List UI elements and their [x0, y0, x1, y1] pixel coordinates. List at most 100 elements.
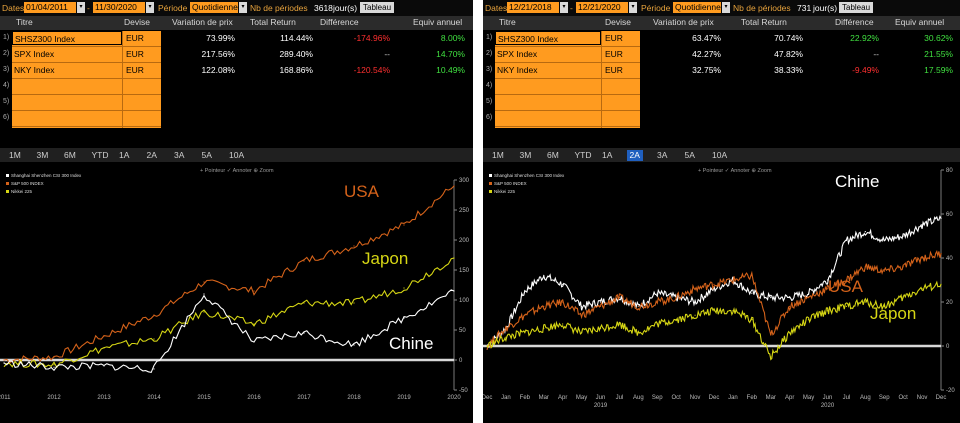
period-button-5a[interactable]: 5A — [684, 150, 695, 160]
period-button-1a[interactable]: 1A — [602, 150, 613, 160]
table-row[interactable]: 3) NKY Index EUR 122.08% 168.86% -120.54% 10.4… — [0, 63, 473, 77]
currency-cell[interactable] — [124, 79, 160, 93]
left-chart: -50 0 50 100 150 200 250 300 2011 2012 2013 2014 201… — [0, 168, 470, 401]
price-change-cell: 73.99% — [206, 33, 235, 43]
row-separator — [12, 126, 161, 127]
ticker-cell[interactable]: SPX Index — [14, 49, 55, 59]
periode-select[interactable]: Quotidienne — [190, 2, 238, 13]
tableau-button[interactable]: Tableau — [360, 2, 395, 13]
difference-cell: -- — [384, 49, 390, 59]
ticker-cell[interactable]: NKY Index — [14, 65, 55, 75]
table-row[interactable]: 4) — [483, 79, 960, 93]
calendar-icon[interactable]: ▾ — [77, 2, 85, 13]
table-row[interactable]: 1) SHSZ300 Index EUR 63.47% 70.74% 22.92% 30.6… — [483, 31, 960, 45]
col-header-equiv: Equiv annuel — [413, 17, 463, 27]
ticker-cell[interactable] — [495, 79, 601, 93]
data-point — [253, 341, 255, 343]
price-change-cell — [645, 95, 723, 109]
currency-cell[interactable]: EUR — [126, 33, 144, 43]
date-separator: - — [87, 3, 90, 13]
data-point — [580, 332, 583, 334]
currency-cell[interactable]: EUR — [605, 65, 623, 75]
period-button-5a[interactable]: 5A — [201, 150, 212, 160]
currency-cell[interactable] — [603, 79, 639, 93]
period-button-2a[interactable]: 2A — [626, 150, 643, 161]
period-button-1a[interactable]: 1A — [119, 150, 130, 160]
x-tick-label: Dec — [483, 395, 492, 401]
tableau-button[interactable]: Tableau — [839, 2, 874, 13]
date-start-field[interactable]: 12/21/2018 — [507, 2, 559, 13]
period-button-3m[interactable]: 3M — [519, 150, 532, 160]
chart-toolbar[interactable]: + Pointeur ✓ Annoter ⊕ Zoom — [698, 168, 772, 174]
currency-cell[interactable] — [124, 111, 160, 125]
chevron-down-icon[interactable]: ▾ — [722, 2, 730, 13]
table-row[interactable]: 3) NKY Index EUR 32.75% 38.33% -9.49% 17.59% — [483, 63, 960, 77]
period-button-ytd[interactable]: YTD — [574, 150, 592, 160]
period-button-ytd[interactable]: YTD — [91, 150, 109, 160]
x-tick-label: Aug — [633, 395, 644, 401]
total-return-cell: 38.33% — [774, 65, 803, 75]
col-header-titre: Titre — [499, 17, 516, 27]
nb-periodes-label: Nb de périodes — [250, 3, 308, 13]
period-button-6m[interactable]: 6M — [547, 150, 559, 160]
data-point — [751, 319, 753, 321]
ticker-input-area[interactable] — [495, 31, 640, 128]
x-tick-label: 2013 — [97, 395, 111, 401]
table-row[interactable]: 4) — [0, 79, 473, 93]
period-button-6m[interactable]: 6M — [64, 150, 76, 160]
period-button-3a[interactable]: 3A — [657, 150, 668, 160]
calendar-icon[interactable]: ▾ — [629, 2, 637, 13]
currency-cell[interactable]: EUR — [605, 49, 623, 59]
period-button-2a[interactable]: 2A — [146, 150, 157, 160]
period-button-3m[interactable]: 3M — [36, 150, 49, 160]
calendar-icon[interactable]: ▾ — [146, 2, 154, 13]
data-point — [543, 327, 545, 329]
ticker-cell[interactable] — [12, 111, 122, 125]
ticker-cell[interactable]: SHSZ300 Index — [12, 31, 122, 45]
data-point — [353, 302, 355, 304]
calendar-icon[interactable]: ▾ — [560, 2, 568, 13]
annual-equiv-cell — [883, 111, 955, 125]
currency-cell[interactable] — [603, 95, 639, 109]
table-row[interactable]: 1) SHSZ300 Index EUR 73.99% 114.44% -174.96% 8… — [0, 31, 473, 45]
currency-cell[interactable] — [124, 95, 160, 109]
total-return-cell: 114.44% — [280, 33, 313, 43]
date-end-field[interactable]: 11/30/2020 — [93, 2, 145, 13]
ticker-cell[interactable]: SHSZ300 Index — [495, 31, 601, 45]
x-tick-label: Oct — [898, 395, 908, 401]
ticker-cell[interactable] — [495, 111, 601, 125]
ticker-cell[interactable]: SPX Index — [497, 49, 538, 59]
date-start-field[interactable]: 01/04/2011 — [24, 2, 76, 13]
currency-cell[interactable]: EUR — [126, 65, 144, 75]
date-end-field[interactable]: 12/21/2020 — [576, 2, 628, 13]
ticker-cell[interactable] — [12, 95, 122, 109]
ticker-cell[interactable] — [12, 79, 122, 93]
table-row[interactable]: 6) — [483, 111, 960, 125]
period-button-1m[interactable]: 1M — [9, 150, 21, 160]
ticker-cell[interactable] — [495, 95, 601, 109]
ticker-cell[interactable]: NKY Index — [497, 65, 538, 75]
data-point — [826, 288, 829, 290]
legend-entry: Shanghai Shenzhen CSI 300 Index — [11, 173, 82, 178]
table-row[interactable]: 6) — [0, 111, 473, 125]
periode-select[interactable]: Quotidienne — [673, 2, 721, 13]
currency-cell[interactable]: EUR — [605, 33, 623, 43]
table-row[interactable]: 2) SPX Index EUR 42.27% 47.82% -- 21.55% — [483, 47, 960, 61]
ticker-input-area[interactable] — [12, 31, 161, 128]
chart-toolbar[interactable]: + Pointeur ✓ Annoter ⊕ Zoom — [200, 168, 274, 174]
period-button-10a[interactable]: 10A — [229, 150, 245, 160]
period-button-1m[interactable]: 1M — [492, 150, 504, 160]
period-button-10a[interactable]: 10A — [712, 150, 728, 160]
table-row[interactable]: 5) — [0, 95, 473, 109]
chevron-down-icon[interactable]: ▾ — [239, 2, 247, 13]
table-row[interactable]: 5) — [483, 95, 960, 109]
period-button-3a[interactable]: 3A — [174, 150, 185, 160]
price-change-cell: 42.27% — [692, 49, 721, 59]
x-tick-label: Dec — [936, 395, 947, 401]
data-point — [453, 185, 455, 187]
y-tick-label: -50 — [459, 388, 468, 394]
currency-cell[interactable] — [603, 111, 639, 125]
table-row[interactable]: 2) SPX Index EUR 217.56% 289.40% -- 14.70% — [0, 47, 473, 61]
x-tick-label: 2020 — [447, 395, 461, 401]
currency-cell[interactable]: EUR — [126, 49, 144, 59]
